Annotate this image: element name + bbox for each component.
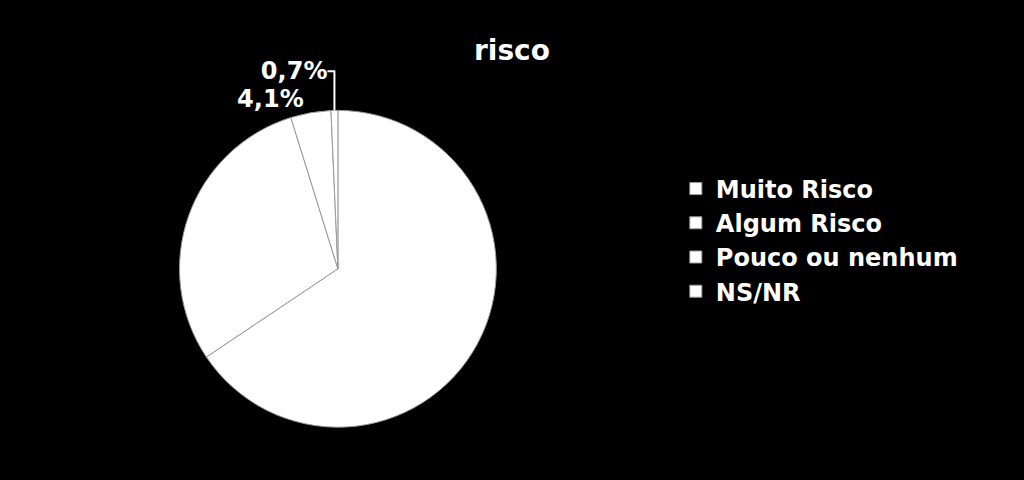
svg-text:4,1%: 4,1% [237, 85, 304, 113]
svg-text:risco: risco [474, 34, 550, 67]
svg-text:0,7%: 0,7% [261, 57, 328, 85]
svg-text:NS/NR: NS/NR [716, 279, 801, 307]
svg-text:Pouco ou nenhum: Pouco ou nenhum [716, 244, 958, 272]
svg-text:Muito Risco: Muito Risco [716, 176, 873, 204]
svg-text:Algum Risco: Algum Risco [716, 210, 882, 238]
